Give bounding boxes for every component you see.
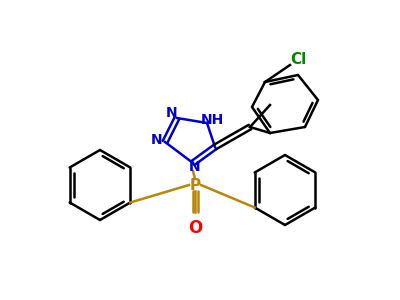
- Text: O: O: [188, 219, 202, 237]
- Text: N: N: [151, 133, 163, 147]
- Text: N: N: [189, 160, 201, 174]
- Text: N: N: [166, 106, 178, 120]
- Text: P: P: [190, 178, 200, 193]
- Text: NH: NH: [200, 113, 224, 127]
- Text: Cl: Cl: [290, 52, 306, 68]
